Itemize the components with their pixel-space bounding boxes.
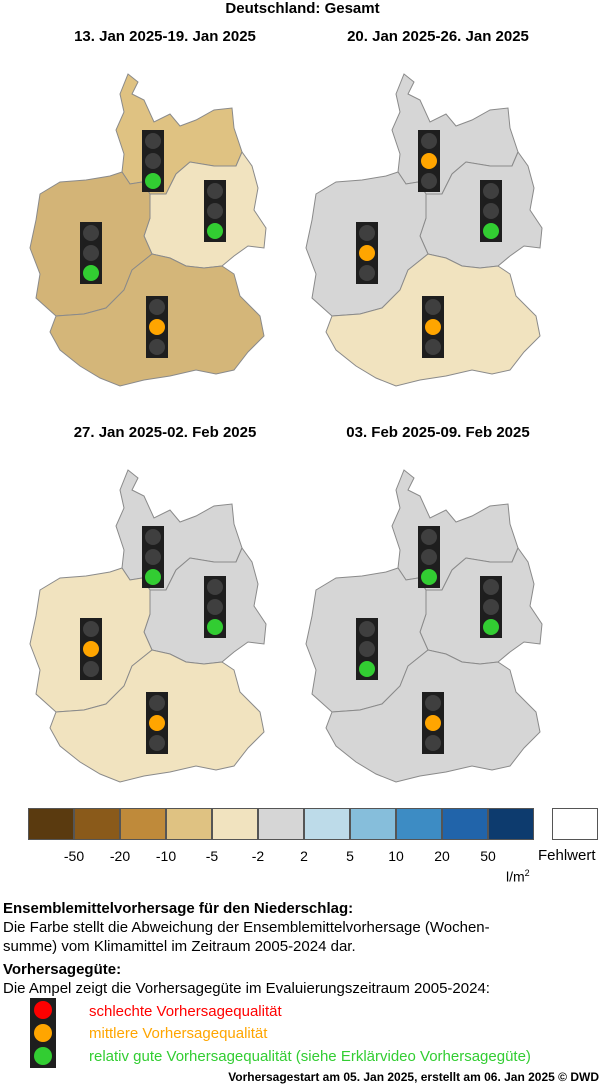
panel-3-map	[29, 469, 267, 783]
quality-heading: Vorhersagegüte:	[3, 961, 122, 978]
legend-swatch	[304, 808, 350, 840]
quality-good-label: relativ gute Vorhersagequalität (siehe E…	[89, 1048, 531, 1065]
missing-value-label: Fehlwert	[538, 847, 596, 864]
traffic-light-east-icon	[480, 576, 502, 638]
traffic-light-north-icon	[142, 526, 164, 588]
footer: Vorhersagestart am 05. Jan 2025, erstell…	[228, 1070, 599, 1084]
panel-4-title: 03. Feb 2025-09. Feb 2025	[346, 424, 530, 441]
legend-swatch	[258, 808, 304, 840]
legend-tick: 10	[388, 848, 404, 864]
panel-1-title: 13. Jan 2025-19. Jan 2025	[74, 28, 256, 45]
legend-tick: -5	[205, 848, 219, 864]
legend-tick: -10	[155, 848, 177, 864]
legend-swatch	[74, 808, 120, 840]
quality-mid-label: mittlere Vorhersagequalität	[89, 1025, 268, 1042]
traffic-light-west-icon	[356, 618, 378, 680]
legend-swatch	[120, 808, 166, 840]
green-light-icon	[34, 1047, 52, 1065]
traffic-light-north-icon	[418, 130, 440, 192]
panel-3-title: 27. Jan 2025-02. Feb 2025	[73, 424, 257, 441]
legend-tick: -2	[251, 848, 265, 864]
figure-title: Deutschland: Gesamt	[225, 0, 380, 17]
traffic-light-south-icon	[146, 692, 168, 754]
red-light-icon	[34, 1001, 52, 1019]
legend-swatch	[166, 808, 212, 840]
traffic-light-west-icon	[80, 618, 102, 680]
traffic-light-east-icon	[204, 180, 226, 242]
legend-unit: l/m2	[506, 868, 530, 885]
color-legend	[28, 808, 534, 840]
traffic-light-east-icon	[204, 576, 226, 638]
traffic-light-west-icon	[356, 222, 378, 284]
missing-value-swatch	[552, 808, 598, 840]
legend-swatch	[28, 808, 74, 840]
legend-swatch	[442, 808, 488, 840]
legend-swatch	[488, 808, 534, 840]
description-line-1: Die Farbe stellt die Abweichung der Ense…	[3, 919, 490, 936]
legend-tick: 50	[480, 848, 496, 864]
legend-swatch	[212, 808, 258, 840]
traffic-light-north-icon	[418, 526, 440, 588]
panel-2-map	[305, 73, 543, 387]
legend-swatch	[350, 808, 396, 840]
traffic-light-south-icon	[146, 296, 168, 358]
quality-bad-label: schlechte Vorhersagequalität	[89, 1003, 282, 1020]
legend-swatch	[396, 808, 442, 840]
panel-2-title: 20. Jan 2025-26. Jan 2025	[347, 28, 529, 45]
legend-tick: -20	[109, 848, 131, 864]
legend-tick: -50	[63, 848, 85, 864]
panel-4-map	[305, 469, 543, 783]
traffic-light-south-icon	[422, 296, 444, 358]
traffic-light-south-icon	[422, 692, 444, 754]
quality-text: Die Ampel zeigt die Vorhersagegüte im Ev…	[3, 980, 490, 997]
description-line-2: summe) vom Klimamittel im Zeitraum 2005-…	[3, 938, 356, 955]
traffic-light-east-icon	[480, 180, 502, 242]
legend-tick: 2	[300, 848, 308, 864]
description-heading: Ensemblemittelvorhersage für den Nieders…	[3, 900, 354, 917]
legend-tick: 20	[434, 848, 450, 864]
orange-light-icon	[34, 1024, 52, 1042]
panel-1-map	[29, 73, 267, 387]
traffic-light-north-icon	[142, 130, 164, 192]
traffic-light-west-icon	[80, 222, 102, 284]
legend-tick: 5	[346, 848, 354, 864]
